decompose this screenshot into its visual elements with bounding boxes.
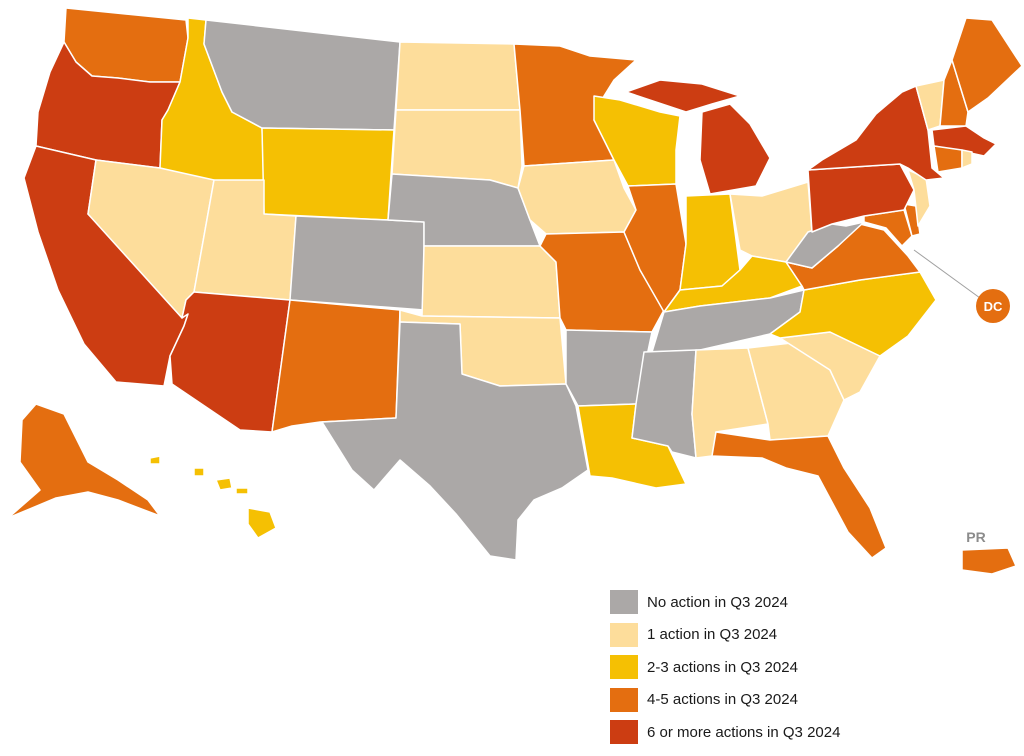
state-wisconsin	[593, 95, 681, 187]
state-new-hampshire	[939, 59, 969, 127]
state-connecticut	[933, 145, 963, 173]
territory-puerto-rico	[961, 547, 1017, 575]
legend-label: 2-3 actions in Q3 2024	[647, 658, 798, 676]
state-maine	[951, 17, 1023, 113]
state-new-york	[807, 85, 945, 181]
state-north-dakota	[395, 41, 521, 111]
legend-label: 4-5 actions in Q3 2024	[647, 691, 798, 709]
state-iowa	[517, 159, 637, 235]
state-texas	[321, 321, 589, 561]
state-arizona	[169, 291, 291, 433]
state-rhode-island	[961, 149, 973, 169]
legend-item-one-action: 1 action in Q3 2024	[610, 619, 1010, 652]
legend-label: 1 action in Q3 2024	[647, 626, 778, 644]
state-hawaii	[149, 455, 277, 539]
state-kansas	[421, 245, 561, 319]
legend-item-four-five-actions: 4-5 actions in Q3 2024	[610, 684, 1010, 717]
state-alaska	[7, 403, 161, 519]
legend-swatch	[610, 720, 638, 745]
state-montana	[203, 19, 401, 131]
state-florida	[711, 431, 887, 559]
state-michigan	[625, 79, 771, 195]
legend-swatch	[610, 655, 638, 680]
dc-label: DC	[984, 299, 1003, 314]
legend-swatch	[610, 687, 638, 712]
dc-marker	[976, 289, 1010, 323]
legend: No action in Q3 2024 1 action in Q3 2024…	[610, 586, 1010, 749]
state-pennsylvania	[807, 163, 915, 233]
state-minnesota	[513, 43, 637, 167]
legend-item-six-plus-actions: 6 or more actions in Q3 2024	[610, 716, 1010, 749]
state-colorado	[289, 215, 425, 311]
legend-item-no-action: No action in Q3 2024	[610, 586, 1010, 619]
pr-label: PR	[966, 529, 985, 545]
legend-item-two-three-actions: 2-3 actions in Q3 2024	[610, 651, 1010, 684]
state-new-mexico	[271, 299, 401, 433]
legend-label: 6 or more actions in Q3 2024	[647, 723, 841, 741]
state-west-virginia	[785, 221, 865, 269]
state-wyoming	[261, 127, 395, 221]
legend-swatch	[610, 622, 638, 647]
state-indiana	[679, 193, 741, 291]
legend-label: No action in Q3 2024	[647, 593, 788, 611]
legend-swatch	[610, 590, 638, 615]
dc-leader-line	[913, 249, 981, 299]
us-states-map: DC PR	[7, 7, 1023, 575]
